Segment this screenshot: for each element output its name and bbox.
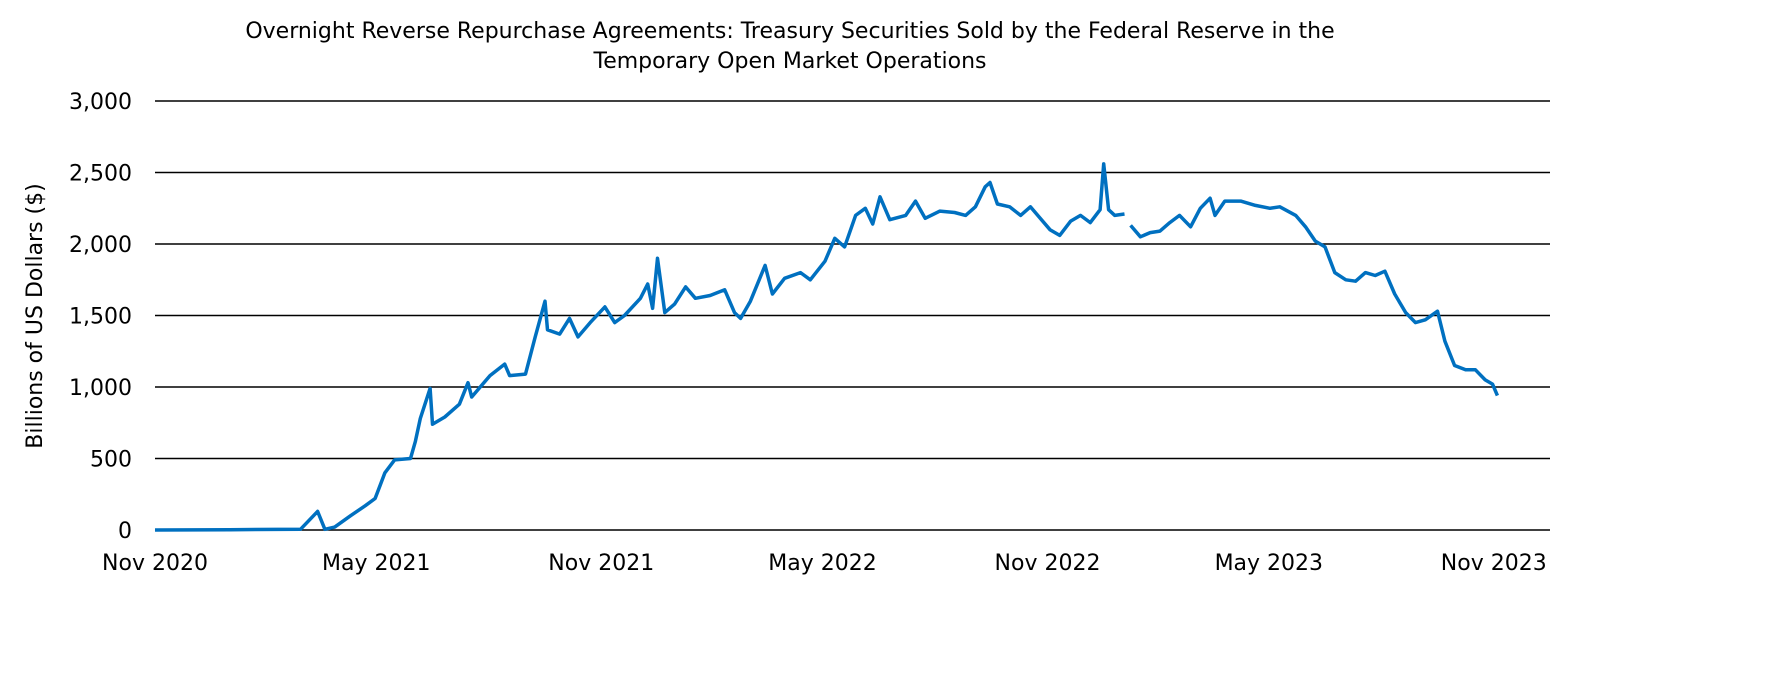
y-tick-label: 0 bbox=[118, 519, 132, 544]
series-lines bbox=[155, 164, 1498, 530]
x-tick-label: May 2023 bbox=[1215, 551, 1323, 576]
y-tick-label: 1,500 bbox=[69, 305, 132, 330]
y-axis-label: Billions of US Dollars ($) bbox=[23, 183, 48, 448]
y-tick-label: 3,000 bbox=[69, 90, 132, 115]
y-tick-label: 500 bbox=[90, 448, 132, 473]
series-line-segment bbox=[1131, 198, 1498, 395]
x-tick-label: May 2022 bbox=[768, 551, 876, 576]
x-tick-label: Nov 2023 bbox=[1441, 551, 1547, 576]
y-tick-label: 2,500 bbox=[69, 162, 132, 187]
chart-title-line-2: Temporary Open Market Operations bbox=[593, 49, 987, 74]
x-tick-label: Nov 2022 bbox=[995, 551, 1101, 576]
x-tick-label: May 2021 bbox=[322, 551, 430, 576]
y-tick-labels: 0 500 1,000 1,500 2,000 2,500 3,000 bbox=[69, 90, 132, 544]
x-tick-label: Nov 2020 bbox=[102, 551, 208, 576]
series-line-segment bbox=[155, 164, 1125, 530]
y-tick-label: 2,000 bbox=[69, 233, 132, 258]
y-tick-label: 1,000 bbox=[69, 376, 132, 401]
x-tick-labels: Nov 2020 May 2021 Nov 2021 May 2022 Nov 2022… bbox=[102, 551, 1547, 576]
chart-title-line-1: Overnight Reverse Repurchase Agreements:… bbox=[245, 19, 1334, 44]
gridlines bbox=[155, 101, 1550, 530]
x-tick-label: Nov 2021 bbox=[548, 551, 654, 576]
